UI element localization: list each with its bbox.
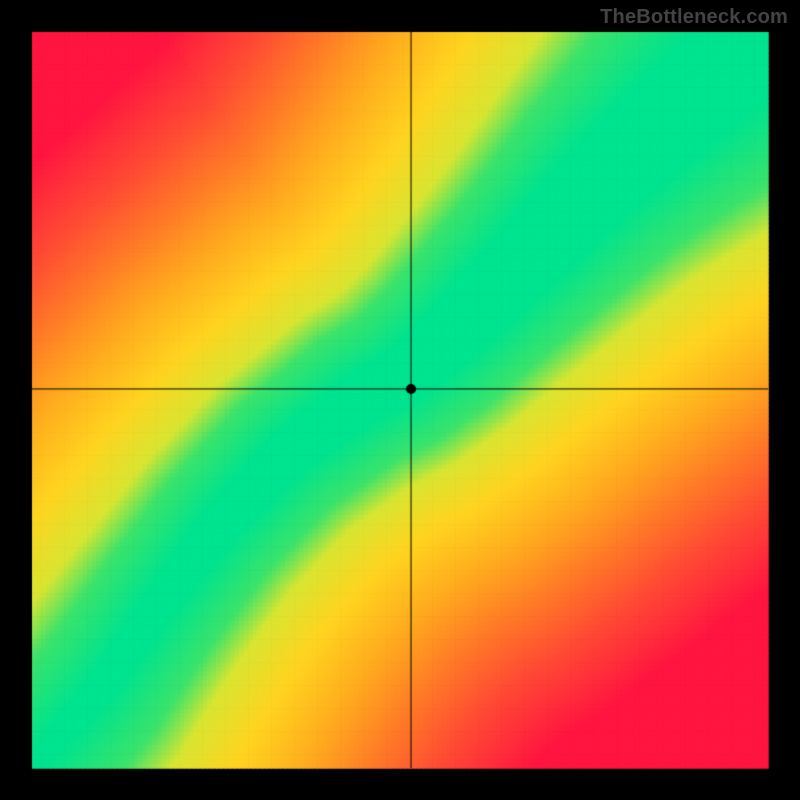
watermark-text: TheBottleneck.com — [600, 6, 788, 29]
bottleneck-heatmap — [0, 0, 800, 800]
